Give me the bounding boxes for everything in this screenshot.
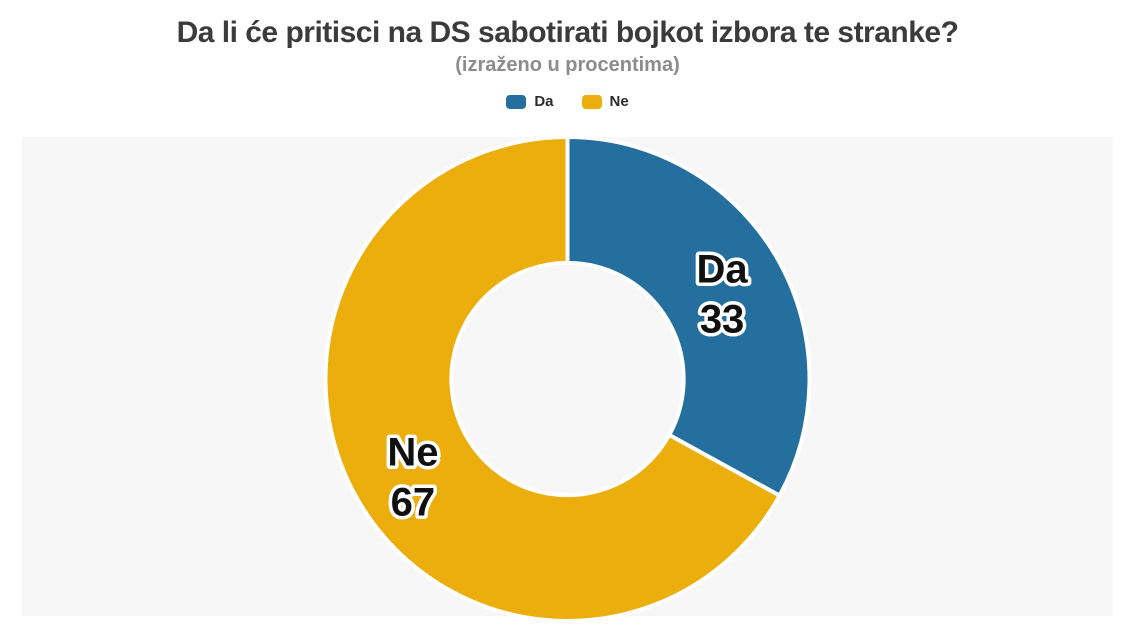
chart-subtitle: (izraženo u procentima) xyxy=(455,53,680,76)
legend-item-ne[interactable]: Ne xyxy=(581,93,629,110)
slice-label: 67 xyxy=(391,480,436,524)
legend-swatch-ne-icon xyxy=(581,94,602,109)
pie-slice-da[interactable] xyxy=(565,134,812,498)
slice-label: Da xyxy=(697,247,749,291)
chart-legend: Da Ne xyxy=(0,93,1135,111)
plot-area: Da 33 Ne 67 xyxy=(22,134,1113,623)
pie-slice-ne[interactable] xyxy=(323,134,782,623)
donut-chart[interactable]: Da 33 Ne 67 xyxy=(22,134,1113,627)
slice-label: Ne xyxy=(387,430,438,474)
legend-label-da: Da xyxy=(534,93,554,110)
chart-title: Da li će pritisci na DS sabotirati bojko… xyxy=(176,16,959,49)
legend-label-ne: Ne xyxy=(609,93,629,110)
legend-swatch-da-icon xyxy=(506,94,527,109)
chart-page: Da li će pritisci na DS sabotirati bojko… xyxy=(0,16,1135,623)
slice-label: 33 xyxy=(700,297,745,341)
legend-item-da[interactable]: Da xyxy=(506,93,554,110)
